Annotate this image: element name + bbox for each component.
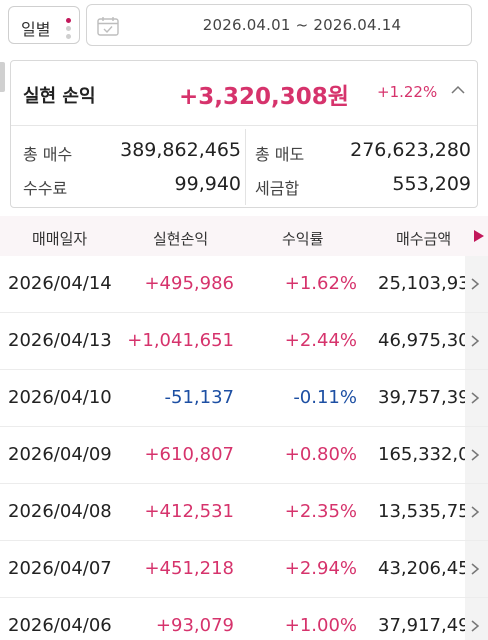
row-date: 2026/04/06: [8, 615, 112, 636]
row-date: 2026/04/07: [8, 558, 112, 579]
row-realized-pl: -51,137: [164, 387, 234, 408]
row-date: 2026/04/14: [8, 273, 112, 294]
summary-title: 실현 손익: [23, 86, 96, 107]
row-buy-amount: 43,206,450: [378, 558, 468, 579]
row-return-rate: +2.94%: [284, 558, 357, 579]
table-row[interactable]: 2026/04/14 +495,986 +1.62% 25,103,930: [0, 256, 488, 313]
scroll-right-arrow-icon[interactable]: [474, 230, 484, 242]
row-return-rate: -0.11%: [293, 387, 357, 408]
realized-pl-summary-card: 실현 손익 +3,320,308원 +1.22% 총 매수 389,862,46…: [10, 60, 478, 208]
chevron-right-icon[interactable]: [470, 620, 480, 632]
row-realized-pl: +412,531: [144, 501, 234, 522]
row-return-rate: +0.80%: [284, 444, 357, 465]
total-buy-label: 총 매수: [23, 145, 73, 164]
divider: [11, 125, 477, 126]
row-realized-pl: +610,807: [144, 444, 234, 465]
summary-header[interactable]: 실현 손익 +3,320,308원 +1.22%: [11, 61, 477, 125]
chevron-right-icon[interactable]: [470, 563, 480, 575]
total-sell-value: 276,623,280: [350, 139, 471, 161]
table-row[interactable]: 2026/04/09 +610,807 +0.80% 165,332,020: [0, 427, 488, 484]
row-return-rate: +2.35%: [284, 501, 357, 522]
column-header-pl[interactable]: 실현손익: [153, 230, 209, 248]
fee-label: 수수료: [23, 179, 68, 198]
row-buy-amount: 39,757,390: [378, 387, 468, 408]
table-row[interactable]: 2026/04/07 +451,218 +2.94% 43,206,450: [0, 541, 488, 598]
calendar-icon: [97, 17, 119, 36]
row-date: 2026/04/10: [8, 387, 112, 408]
table-row[interactable]: 2026/04/06 +93,079 +1.00% 37,917,495: [0, 598, 488, 640]
row-realized-pl: +495,986: [144, 273, 234, 294]
row-realized-pl: +1,041,651: [127, 330, 234, 351]
row-realized-pl: +93,079: [155, 615, 234, 636]
period-select-label: 일별: [21, 20, 51, 39]
chevron-right-icon[interactable]: [470, 392, 480, 404]
row-return-rate: +1.62%: [284, 273, 357, 294]
summary-amount: +3,320,308원: [179, 84, 349, 110]
row-date: 2026/04/08: [8, 501, 112, 522]
table-row[interactable]: 2026/04/13 +1,041,651 +2.44% 46,975,300: [0, 313, 488, 370]
row-buy-amount: 13,535,750: [378, 501, 468, 522]
column-header-rate[interactable]: 수익률: [282, 230, 324, 248]
row-return-rate: +1.00%: [284, 615, 357, 636]
table-row[interactable]: 2026/04/10 -51,137 -0.11% 39,757,390: [0, 370, 488, 427]
chevron-right-icon[interactable]: [470, 278, 480, 290]
date-range-text: 2026.04.01 ~ 2026.04.14: [202, 16, 402, 34]
table-header: 매매일자 실현손익 수익률 매수금액: [0, 216, 488, 256]
tax-label: 세금합: [255, 179, 300, 198]
row-date: 2026/04/09: [8, 444, 112, 465]
row-realized-pl: +451,218: [144, 558, 234, 579]
row-buy-amount: 37,917,495: [378, 615, 468, 636]
divider: [245, 129, 246, 205]
chevron-right-icon[interactable]: [470, 506, 480, 518]
date-range-picker[interactable]: 2026.04.01 ~ 2026.04.14: [86, 4, 472, 46]
column-header-date[interactable]: 매매일자: [32, 230, 88, 248]
tax-value: 553,209: [392, 173, 471, 195]
row-date: 2026/04/13: [8, 330, 112, 351]
total-buy-value: 389,862,465: [120, 139, 241, 161]
more-dots-icon: [66, 18, 72, 39]
table-row[interactable]: 2026/04/08 +412,531 +2.35% 13,535,750: [0, 484, 488, 541]
period-select[interactable]: 일별: [8, 6, 80, 44]
chevron-right-icon[interactable]: [470, 335, 480, 347]
filter-bar: 일별 2026.04.01 ~ 2026.04.14: [0, 0, 488, 50]
column-header-buy-amount[interactable]: 매수금액: [396, 230, 452, 248]
row-buy-amount: 165,332,020: [378, 444, 468, 465]
fee-value: 99,940: [174, 173, 241, 195]
chevron-up-icon[interactable]: [451, 83, 465, 97]
row-return-rate: +2.44%: [284, 330, 357, 351]
row-buy-amount: 25,103,930: [378, 273, 468, 294]
summary-rate: +1.22%: [377, 83, 438, 101]
total-sell-label: 총 매도: [255, 145, 305, 164]
chevron-right-icon[interactable]: [470, 449, 480, 461]
row-buy-amount: 46,975,300: [378, 330, 468, 351]
side-handle[interactable]: [0, 62, 5, 92]
